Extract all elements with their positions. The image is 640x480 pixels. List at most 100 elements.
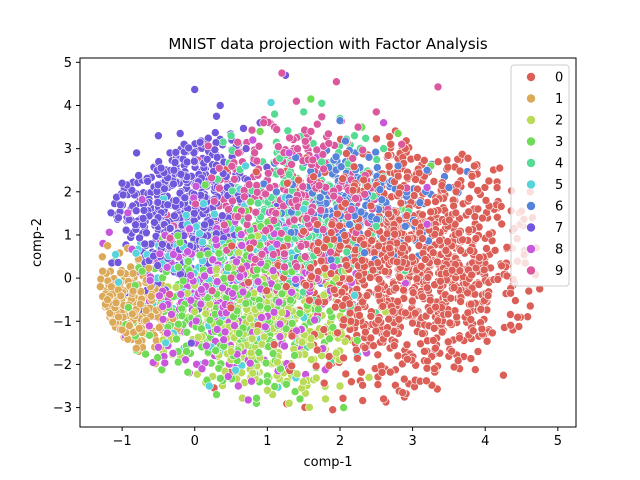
scatter-point-7 — [176, 170, 186, 179]
scatter-point-0 — [316, 256, 326, 266]
scatter-point-0 — [386, 140, 396, 149]
scatter-point-0 — [428, 336, 438, 345]
scatter-point-0 — [429, 177, 439, 186]
scatter-point-1 — [98, 266, 107, 276]
scatter-point-9 — [308, 155, 318, 165]
scatter-point-1 — [103, 295, 112, 305]
scatter-point-8 — [123, 208, 133, 218]
scatter-point-2 — [340, 337, 350, 346]
legend-label-2: 2 — [555, 114, 563, 129]
scatter-point-5 — [231, 365, 240, 375]
scatter-point-0 — [319, 378, 329, 388]
scatter-point-0 — [399, 374, 409, 384]
scatter-point-0 — [451, 187, 461, 197]
scatter-point-9 — [300, 252, 310, 261]
scatter-point-7 — [139, 206, 149, 215]
legend-marker-2 — [526, 115, 536, 125]
scatter-point-8 — [272, 239, 282, 249]
scatter-point-3 — [200, 180, 210, 190]
scatter-point-0 — [420, 347, 429, 356]
scatter-point-0 — [357, 255, 367, 265]
scatter-point-7 — [190, 209, 199, 218]
chart-title: MNIST data projection with Factor Analys… — [168, 35, 488, 53]
scatter-point-0 — [356, 367, 366, 377]
scatter-point-0 — [384, 314, 394, 324]
scatter-point-9 — [226, 273, 236, 283]
scatter-point-8 — [218, 283, 227, 293]
scatter-point-9 — [329, 191, 339, 201]
scatter-point-7 — [142, 228, 151, 238]
legend-marker-7 — [526, 222, 536, 233]
scatter-point-9 — [240, 192, 249, 202]
scatter-point-9 — [247, 125, 257, 135]
scatter-point-8 — [191, 182, 201, 191]
scatter-point-4 — [227, 186, 237, 196]
scatter-point-0 — [502, 243, 512, 252]
scatter-point-1 — [117, 325, 127, 335]
scatter-point-9 — [358, 145, 368, 155]
scatter-point-0 — [362, 291, 372, 300]
scatter-point-3 — [184, 257, 193, 266]
scatter-point-7 — [156, 163, 166, 173]
scatter-point-1 — [116, 291, 126, 301]
scatter-point-3 — [197, 324, 206, 333]
scatter-point-0 — [422, 376, 431, 386]
scatter-point-0 — [361, 327, 370, 337]
scatter-point-0 — [493, 275, 503, 284]
scatter-point-9 — [285, 133, 294, 143]
scatter-point-7 — [211, 138, 221, 147]
scatter-point-9 — [259, 118, 269, 127]
scatter-point-3 — [276, 364, 285, 374]
scatter-point-2 — [171, 283, 181, 292]
scatter-point-0 — [389, 341, 399, 351]
scatter-point-1 — [98, 252, 107, 262]
scatter-point-8 — [212, 325, 222, 334]
scatter-point-8 — [191, 316, 201, 326]
scatter-point-7 — [170, 158, 180, 167]
scatter-point-0 — [342, 261, 351, 270]
scatter-point-0 — [446, 293, 456, 303]
scatter-point-4 — [299, 107, 309, 117]
legend-label-3: 3 — [555, 135, 563, 150]
scatter-point-7 — [215, 101, 225, 110]
scatter-point-5 — [241, 161, 250, 171]
scatter-point-2 — [246, 348, 256, 358]
scatter-point-0 — [437, 327, 447, 337]
scatter-point-3 — [263, 377, 272, 387]
scatter-point-6 — [375, 185, 385, 194]
scatter-point-3 — [339, 403, 348, 412]
scatter-point-9 — [280, 262, 289, 272]
scatter-point-0 — [320, 243, 329, 252]
scatter-point-9 — [207, 173, 216, 183]
scatter-point-2 — [252, 327, 262, 336]
scatter-point-7 — [118, 190, 128, 200]
scatter-point-7 — [200, 220, 209, 230]
scatter-point-8 — [169, 250, 178, 259]
scatter-point-1 — [116, 268, 125, 278]
scatter-point-0 — [305, 295, 314, 305]
legend-marker-6 — [526, 201, 536, 211]
scatter-point-0 — [319, 325, 329, 334]
scatter-point-5 — [205, 381, 214, 391]
scatter-point-0 — [506, 310, 515, 319]
scatter-point-3 — [145, 330, 154, 340]
scatter-point-8 — [105, 228, 114, 237]
scatter-point-0 — [347, 377, 356, 387]
scatter-point-3 — [295, 308, 305, 318]
scatter-point-0 — [444, 215, 454, 225]
x-tick-label: −1 — [113, 434, 132, 449]
scatter-point-4 — [379, 144, 388, 153]
scatter-point-0 — [418, 292, 427, 302]
scatter-point-0 — [482, 336, 492, 346]
y-axis-label: comp-2 — [30, 218, 45, 267]
scatter-point-3 — [174, 262, 183, 272]
scatter-point-0 — [324, 361, 334, 370]
scatter-point-3 — [241, 299, 251, 308]
scatter-point-3 — [295, 394, 305, 404]
scatter-point-5 — [266, 98, 276, 107]
scatter-point-6 — [356, 207, 366, 217]
scatter-point-6 — [393, 161, 403, 171]
scatter-point-2 — [292, 369, 302, 379]
scatter-point-5 — [350, 291, 359, 300]
scatter-point-0 — [418, 234, 427, 243]
